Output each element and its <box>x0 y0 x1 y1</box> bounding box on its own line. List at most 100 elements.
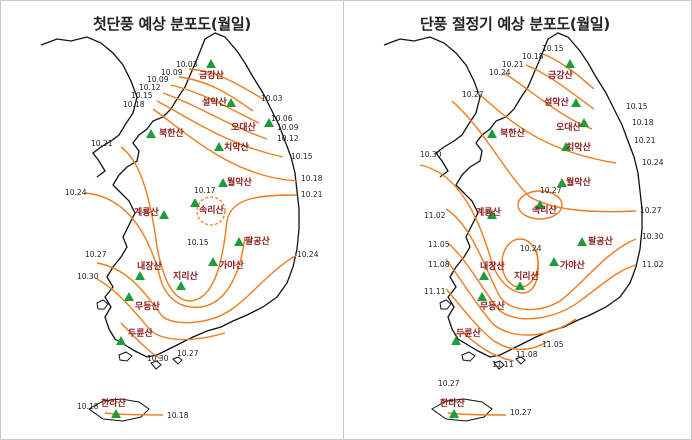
isoline-label: 10.09 <box>147 75 169 84</box>
panel-divider <box>343 1 344 439</box>
mountain-marker <box>124 292 134 301</box>
mountain-marker <box>515 281 525 290</box>
isoline-label: 10.18 <box>77 402 99 411</box>
isoline-label: 10.18 <box>167 411 189 420</box>
mountain-label: 치악산 <box>224 141 250 153</box>
mountain-marker <box>111 409 121 418</box>
isoline-label: 10.27 <box>462 90 484 99</box>
isolines <box>84 68 298 416</box>
isoline-label: 10.09 <box>161 68 183 77</box>
mountain-marker <box>449 409 459 418</box>
isoline-label: 10.30 <box>147 354 169 363</box>
mountain-label: 지리산 <box>514 270 540 282</box>
mountain-marker <box>479 271 489 280</box>
mountain-marker <box>214 142 224 151</box>
isoline-label: 10.27 <box>438 379 460 388</box>
isoline-label: 10.30 <box>420 150 442 159</box>
isoline-label: 10.12 <box>277 134 299 143</box>
isoline-label: 10.27 <box>510 408 532 417</box>
mountain-label: 월악산 <box>227 176 253 188</box>
mountain-label: 속리산 <box>532 204 558 216</box>
isoline-label: 10.18 <box>632 118 654 127</box>
islet <box>439 299 452 310</box>
mountain-marker <box>561 142 571 151</box>
mountain-marker <box>146 129 156 138</box>
isoline-label: 10.15 <box>626 102 648 111</box>
isoline-label: 11.08 <box>516 350 538 359</box>
jeju-island <box>88 398 150 422</box>
mountain-label: 두륜산 <box>456 327 482 339</box>
mountain-marker <box>226 98 236 107</box>
isoline-label: 10.27 <box>177 349 199 358</box>
mountain-markers: 금강산 설악산 오대산 북한산 치악산 월악산 속리산 계룡산 팔공산 내장산 <box>440 59 614 418</box>
mountain-label: 금강산 <box>199 69 225 81</box>
mountain-label: 월악산 <box>566 176 592 188</box>
islet <box>118 351 133 362</box>
isoline-label: 10.17 <box>194 186 216 195</box>
isoline-label: 10.15 <box>542 44 564 53</box>
isoline-label: 10.18 <box>301 174 323 183</box>
map-first-foliage: 10.03 10.09 10.09 10.12 10.15 10.18 10.0… <box>40 32 323 422</box>
mountain-label: 오대산 <box>231 121 257 133</box>
mountain-marker <box>190 198 200 207</box>
isoline-label: 11.11 <box>492 360 514 369</box>
islet <box>172 356 183 365</box>
isoline-label: 10.24 <box>65 188 87 197</box>
mountain-marker <box>565 59 575 68</box>
mountain-label: 북한산 <box>500 127 526 139</box>
mountain-marker <box>535 200 545 209</box>
isoline-label: 10.03 <box>176 60 198 69</box>
mountain-label: 계룡산 <box>134 206 160 218</box>
isoline-label: 10.27 <box>85 250 107 259</box>
isoline-labels: 10.15 10.18 10.21 10.24 10.27 10.15 10.1… <box>420 44 664 417</box>
isoline-label: 10.15 <box>291 152 313 161</box>
mountain-marker <box>264 118 274 127</box>
mountain-marker <box>234 237 244 246</box>
mountain-label: 가야산 <box>560 259 586 271</box>
isoline-label: 10.24 <box>297 250 319 259</box>
mountain-label: 한라산 <box>440 397 466 409</box>
mountain-label: 내장산 <box>480 260 506 272</box>
mountain-label: 오대산 <box>556 121 582 133</box>
isolines <box>419 52 637 416</box>
mountain-marker <box>579 118 589 127</box>
islet <box>493 360 505 370</box>
isoline-label: 10.18 <box>522 52 544 61</box>
mountain-marker <box>557 178 567 187</box>
isoline-label: 11.11 <box>424 287 446 296</box>
isoline-label: 10.27 <box>540 186 562 195</box>
mountain-marker <box>477 292 487 301</box>
peninsula-outline <box>447 32 643 358</box>
mountain-markers: 금강산 설악산 오대산 북한산 치악산 월악산 속리산 계룡산 팔공산 내장산 <box>101 59 274 418</box>
map-peak-foliage: 10.15 10.18 10.21 10.24 10.27 10.15 10.1… <box>383 32 664 422</box>
mountain-label: 한라산 <box>101 397 127 409</box>
isoline-label: 10.21 <box>301 190 323 199</box>
mountain-label: 내장산 <box>137 260 163 272</box>
isoline-label: 10.27 <box>640 206 662 215</box>
mountain-label: 팔공산 <box>588 235 614 247</box>
north-coast-outline <box>40 36 138 178</box>
mountain-marker <box>577 237 587 246</box>
isoline-label: 10.03 <box>261 94 283 103</box>
mountain-label: 설악산 <box>544 96 570 108</box>
isoline-label: 10.21 <box>91 139 113 148</box>
mountain-marker <box>206 59 216 68</box>
isoline-label: 11.05 <box>428 240 450 249</box>
north-coast-outline <box>383 36 481 178</box>
mountain-label: 두륜산 <box>128 327 154 339</box>
isoline-label: 10.30 <box>642 232 664 241</box>
mountain-label: 계룡산 <box>476 206 502 218</box>
mountain-marker <box>159 210 169 219</box>
mountain-label: 팔공산 <box>245 235 271 247</box>
mountain-marker <box>571 98 581 107</box>
isoline-label: 11.02 <box>642 260 664 269</box>
panel-first-foliage: 첫단풍 예상 분포도(월일) <box>1 1 343 439</box>
mountain-label: 북한산 <box>159 127 185 139</box>
isoline-label: 10.15 <box>187 238 209 247</box>
isoline-label: 10.12 <box>139 83 161 92</box>
isoline-label: 11.08 <box>428 260 450 269</box>
isoline-label: 10.21 <box>634 136 656 145</box>
isoline-label: 11.02 <box>424 211 446 220</box>
mountain-marker <box>116 336 126 345</box>
